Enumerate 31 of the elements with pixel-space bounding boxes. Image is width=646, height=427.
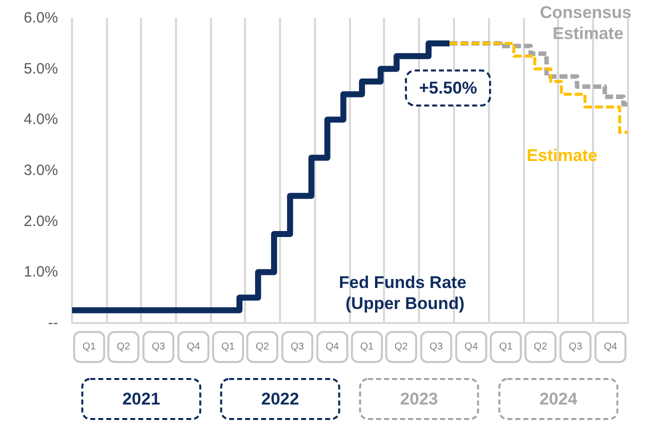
x-tick-label: Q1 (499, 342, 513, 352)
y-tick-label: 6.0% (24, 10, 58, 26)
x-tick-label: Q4 (326, 342, 340, 352)
x-tick-label: Q3 (290, 342, 304, 352)
text: Fed Funds Rate (Upper Bound) (338, 273, 472, 313)
y-tick-label: 5.0% (24, 60, 58, 78)
y-tick-label: 4.0% (24, 111, 58, 128)
y-tick-label: 2.0% (24, 212, 58, 230)
x-tick-label: Q2 (394, 342, 408, 352)
x2-tick-label: 2022 (261, 390, 300, 408)
x-tick-label: Q4 (604, 342, 618, 352)
y-tick-label: -- (48, 314, 58, 332)
x-tick-label: Q3 (152, 342, 166, 352)
annotation: +5.50% (418, 78, 478, 98)
x-tick-label: Q1 (82, 342, 96, 352)
series-label: Estimate (526, 146, 598, 165)
x-tick-label: Q2 (116, 342, 130, 352)
x2-tick-label: 2024 (539, 390, 578, 408)
series-label: Consensus Estimate (540, 3, 636, 43)
y-tick-label: 1.0% (24, 264, 58, 281)
x-tick-label: Q4 (464, 342, 478, 352)
x-tick-label: Q1 (360, 342, 374, 352)
x-tick-label: Q3 (430, 342, 444, 352)
x-tick-label: Q2 (534, 342, 548, 352)
x2-tick-label: 2023 (400, 390, 438, 408)
x-tick-label: Q2 (256, 342, 270, 352)
x2-tick-label: 2021 (122, 390, 160, 408)
x-tick-label: Q4 (186, 342, 201, 352)
x-tick-label: Q3 (568, 342, 583, 352)
x-tick-label: Q1 (221, 342, 236, 352)
y-tick-label: 3.0% (24, 162, 58, 179)
